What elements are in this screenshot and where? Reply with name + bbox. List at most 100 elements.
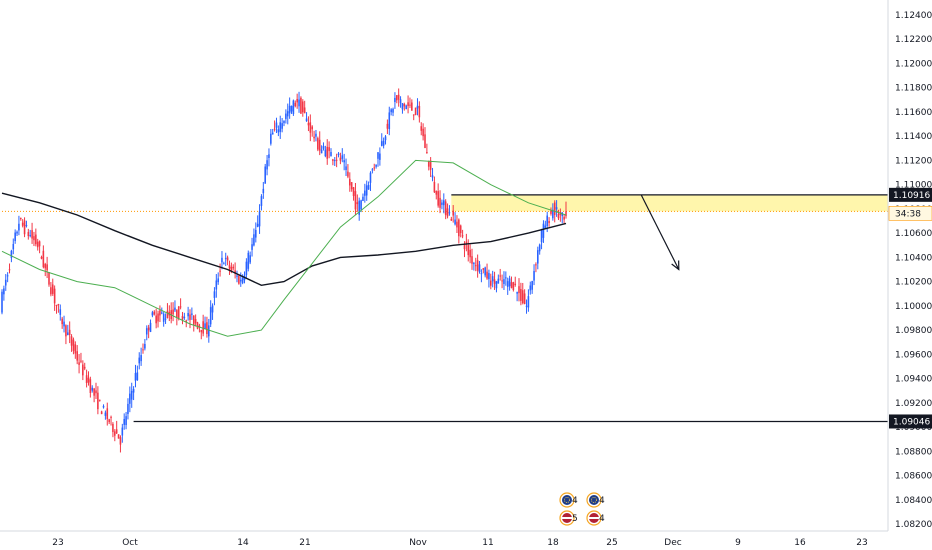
projection-arrow[interactable] xyxy=(640,194,680,270)
candle-body xyxy=(18,223,20,231)
candle xyxy=(138,352,141,370)
candle-body xyxy=(300,97,302,114)
candle-body xyxy=(85,375,88,384)
candle-body xyxy=(405,105,407,110)
candle xyxy=(119,435,122,453)
candle-body xyxy=(514,283,517,286)
candle xyxy=(78,354,80,374)
candle-body xyxy=(36,241,39,248)
candle-body xyxy=(390,109,392,113)
candle-body xyxy=(119,437,122,445)
candle xyxy=(369,171,372,192)
candle xyxy=(181,311,184,325)
price-tick-label: 1.08400 xyxy=(895,496,932,506)
candle xyxy=(228,260,231,275)
price-tick-label: 1.09600 xyxy=(895,350,932,360)
candle xyxy=(380,133,383,147)
economic-event-badge[interactable]: 4 xyxy=(559,492,578,508)
candle-body xyxy=(424,134,426,149)
candle-body xyxy=(16,231,18,234)
candle-body xyxy=(31,230,33,239)
candle xyxy=(23,217,26,238)
candle xyxy=(296,93,298,109)
candle xyxy=(82,360,84,381)
candle xyxy=(38,240,41,254)
candle xyxy=(548,217,550,227)
candle xyxy=(388,106,391,136)
candle xyxy=(85,369,88,388)
economic-event-badge[interactable]: 4 xyxy=(586,492,605,508)
price-tick-label: 1.09400 xyxy=(895,375,932,385)
candle xyxy=(65,324,67,345)
flag-eu-icon xyxy=(589,495,599,505)
candle-body xyxy=(115,429,118,434)
candle-body xyxy=(471,256,473,264)
economic-event-badge[interactable]: 4 xyxy=(586,510,605,526)
candle xyxy=(136,365,139,381)
candle xyxy=(29,229,31,238)
resistance-zone xyxy=(451,194,888,212)
candle-body xyxy=(196,322,199,329)
candle xyxy=(255,222,257,243)
candle xyxy=(350,182,353,192)
economic-event-badge[interactable]: 5 xyxy=(559,510,578,526)
candle-body xyxy=(27,231,30,237)
candle xyxy=(198,323,201,333)
candle-body xyxy=(67,332,69,336)
us-stripe xyxy=(589,517,599,519)
candle xyxy=(249,251,251,265)
candle-body xyxy=(63,321,65,327)
candle-body xyxy=(245,261,248,275)
candle xyxy=(108,418,110,425)
price-tick-label: 1.08200 xyxy=(895,520,932,530)
candle xyxy=(544,220,547,229)
candle-body xyxy=(412,114,415,116)
candle-body xyxy=(230,266,233,272)
candle-body xyxy=(145,328,148,335)
candle-body xyxy=(89,379,92,393)
candle-body xyxy=(219,270,221,272)
candle-body xyxy=(104,412,107,416)
candle xyxy=(95,382,97,400)
time-tick-label: 21 xyxy=(299,538,310,548)
candle xyxy=(452,205,454,223)
candle-body xyxy=(6,275,9,277)
candle-body xyxy=(51,284,54,294)
candle xyxy=(258,204,261,234)
candle xyxy=(506,277,509,295)
candle xyxy=(540,228,543,250)
candle xyxy=(132,386,135,401)
candle-body xyxy=(506,281,509,287)
candle xyxy=(382,137,385,149)
price-tick-label: 1.10200 xyxy=(895,278,932,288)
candle-body xyxy=(251,244,253,250)
candle xyxy=(435,190,438,200)
candle xyxy=(40,255,43,260)
candle-body xyxy=(155,315,157,324)
candle-body xyxy=(422,128,424,137)
candle xyxy=(322,142,325,151)
time-tick-label: 18 xyxy=(547,538,559,548)
candle-body xyxy=(499,275,501,277)
candle xyxy=(409,97,411,108)
candle xyxy=(433,176,436,193)
candle xyxy=(206,316,208,338)
candle-body xyxy=(100,411,103,415)
candle xyxy=(51,278,54,296)
candle-body xyxy=(189,314,191,320)
candle xyxy=(153,310,156,316)
candle-body xyxy=(25,225,28,227)
time-axis[interactable]: 23 Oct 14 21 Nov 11 18 25 Dec 9 16 23 xyxy=(52,538,867,548)
candle-body xyxy=(537,250,539,264)
badge-count: 4 xyxy=(599,496,605,506)
candle xyxy=(226,255,229,266)
candle xyxy=(416,98,419,116)
candle-body xyxy=(303,107,306,114)
candle-body xyxy=(486,271,488,279)
candle xyxy=(454,212,456,226)
candle-body xyxy=(286,111,289,117)
flag-eu-icon xyxy=(562,495,572,505)
candle-body xyxy=(232,266,235,269)
candle-body xyxy=(176,310,178,318)
